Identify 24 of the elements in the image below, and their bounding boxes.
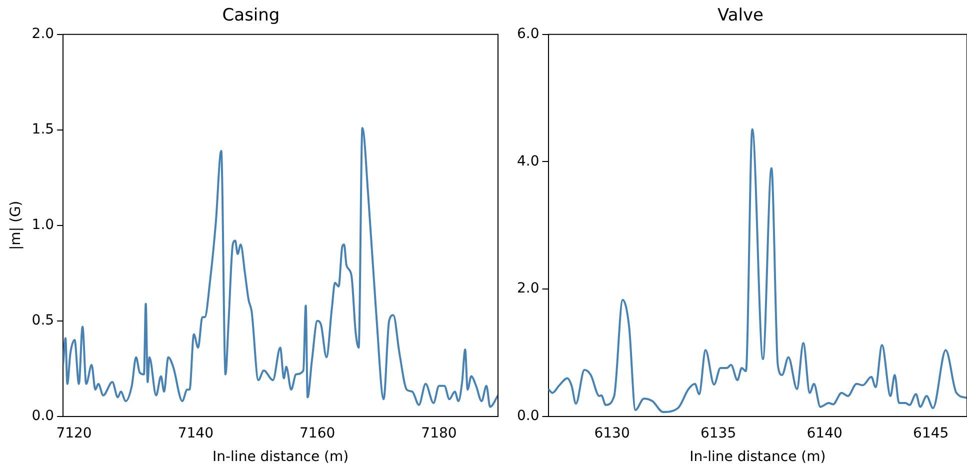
- y-tick-label: 4.0: [517, 153, 540, 170]
- y-tick-label: 0.0: [32, 408, 54, 424]
- chart-title: Casing: [222, 6, 280, 26]
- y-tick-label: 0.0: [517, 408, 540, 424]
- x-tick-label: 7120: [56, 425, 92, 442]
- x-tick-label: 7180: [421, 425, 457, 442]
- x-tick-label: 7160: [300, 425, 336, 442]
- line-series: [548, 128, 967, 413]
- x-tick-label: 6140: [806, 425, 842, 442]
- y-tick-label: 0.5: [32, 312, 54, 329]
- y-tick-label: 2.0: [32, 26, 54, 42]
- x-axis-title: In-line distance (m): [212, 449, 349, 466]
- x-tick-label: 6130: [594, 425, 630, 442]
- x-tick-label: 7140: [178, 425, 214, 442]
- x-tick-label: 6145: [913, 425, 949, 442]
- y-tick-label: 2.0: [517, 280, 540, 297]
- y-tick-label: 6.0: [517, 26, 540, 42]
- x-tick-label: 6135: [700, 425, 736, 442]
- y-tick-label: 1.0: [32, 217, 54, 234]
- line-series: [63, 126, 498, 408]
- y-tick-label: 1.5: [32, 122, 54, 138]
- x-axis-title: In-line distance (m): [690, 449, 826, 466]
- y-axis-title: |m| (G): [8, 200, 24, 250]
- chart-title: Valve: [718, 6, 764, 26]
